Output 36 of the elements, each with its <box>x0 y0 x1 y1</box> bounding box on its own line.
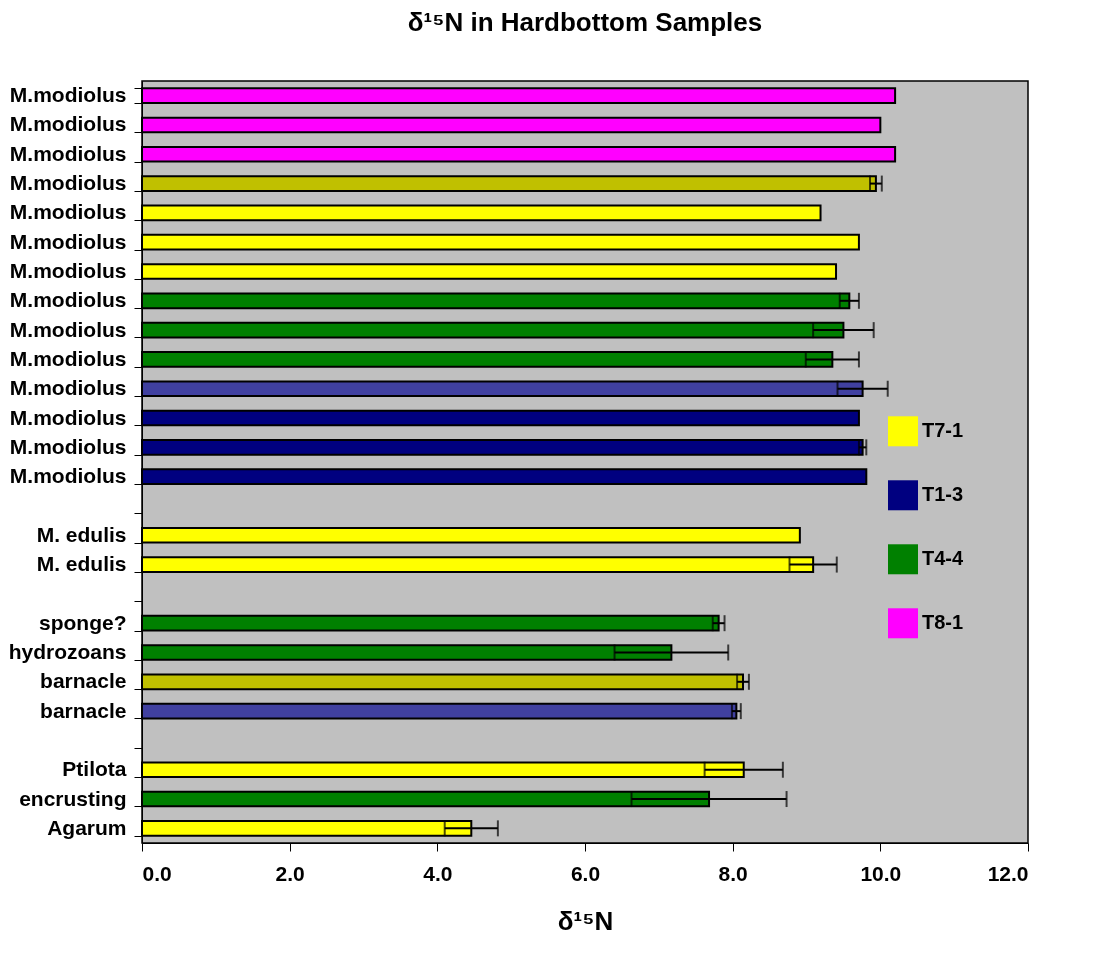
y-tick-label: sponge? <box>39 610 127 634</box>
y-tick-label: M.modiolus <box>9 259 127 282</box>
legend-label: T8-1 <box>922 611 964 634</box>
y-tick-label: encrusting <box>19 786 127 810</box>
x-tick-label: 2.0 <box>275 861 305 885</box>
x-tick-label: 0.0 <box>142 861 172 885</box>
y-tick-label: M.modiolus <box>9 112 127 136</box>
y-tick-label: M.modiolus <box>9 288 127 312</box>
y-tick-label: M.modiolus <box>9 464 127 488</box>
legend-label: T7-1 <box>922 419 964 442</box>
x-tick-label: 4.0 <box>423 861 453 885</box>
x-tick-label: 12.0 <box>987 861 1029 885</box>
y-tick-label: M.modiolus <box>9 171 127 195</box>
y-tick-label: M.modiolus <box>9 229 127 253</box>
y-tick-label: M.modiolus <box>9 83 127 107</box>
y-tick-label: M. edulis <box>36 522 127 546</box>
legend-label: T1-3 <box>922 483 964 506</box>
chart-title: δ¹⁵N in Hardbottom Samples <box>407 7 763 37</box>
y-tick-label: M.modiolus <box>9 434 127 458</box>
y-tick-label: M.modiolus <box>9 141 127 165</box>
y-tick-label: M.modiolus <box>9 346 127 370</box>
legend-label: T4-4 <box>922 547 964 570</box>
y-tick-label: hydrozoans <box>8 640 127 663</box>
x-axis-title: δ¹⁵N <box>557 905 614 936</box>
y-tick-label: M.modiolus <box>9 317 127 341</box>
y-tick-label: M. edulis <box>36 552 127 576</box>
y-tick-label: barnacle <box>40 698 127 722</box>
y-tick-label: Agarum <box>47 815 127 839</box>
x-tick-label: 8.0 <box>718 861 748 885</box>
y-tick-label: Ptilota <box>62 757 127 781</box>
x-tick-label: 10.0 <box>860 861 902 885</box>
x-tick-label: 6.0 <box>570 861 601 885</box>
y-tick-label: barnacle <box>40 669 127 693</box>
y-tick-label: M.modiolus <box>9 376 127 400</box>
y-tick-label: M.modiolus <box>9 405 127 429</box>
y-tick-label: M.modiolus <box>9 200 127 224</box>
